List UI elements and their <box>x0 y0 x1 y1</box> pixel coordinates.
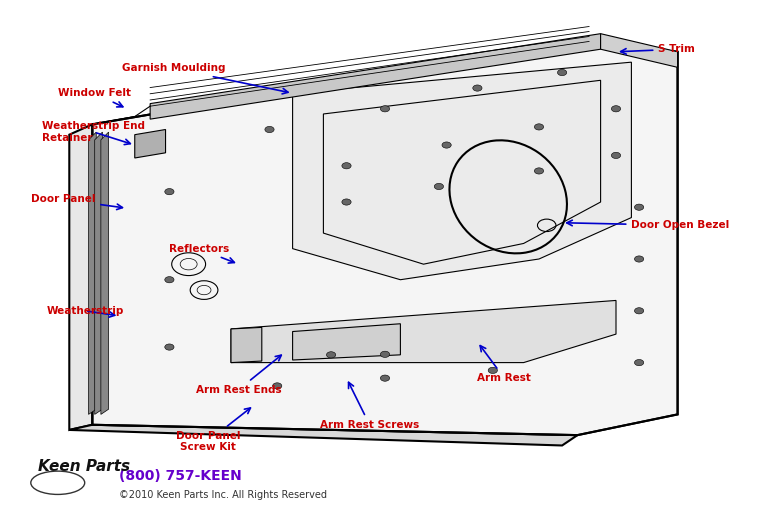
Circle shape <box>273 383 282 389</box>
Circle shape <box>380 375 390 381</box>
Text: Weatherstrip: Weatherstrip <box>46 306 123 317</box>
Circle shape <box>342 199 351 205</box>
Circle shape <box>611 106 621 112</box>
Text: Arm Rest: Arm Rest <box>477 346 531 383</box>
Text: Keen Parts: Keen Parts <box>38 459 131 473</box>
Text: Arm Rest Screws: Arm Rest Screws <box>320 382 419 430</box>
Text: Door Open Bezel: Door Open Bezel <box>567 220 730 231</box>
Polygon shape <box>150 34 601 119</box>
Circle shape <box>557 69 567 76</box>
Circle shape <box>442 142 451 148</box>
Circle shape <box>634 204 644 210</box>
Circle shape <box>165 277 174 283</box>
Text: ©2010 Keen Parts Inc. All Rights Reserved: ©2010 Keen Parts Inc. All Rights Reserve… <box>119 490 327 500</box>
Polygon shape <box>69 124 92 430</box>
Text: Garnish Moulding: Garnish Moulding <box>122 63 288 94</box>
Text: S Trim: S Trim <box>621 44 695 54</box>
Polygon shape <box>293 324 400 360</box>
Text: (800) 757-KEEN: (800) 757-KEEN <box>119 468 242 483</box>
Text: Door Panel
Screw Kit: Door Panel Screw Kit <box>176 408 250 452</box>
Circle shape <box>634 256 644 262</box>
Text: Weatherstrip End
Retainer: Weatherstrip End Retainer <box>42 121 146 145</box>
Polygon shape <box>92 41 678 435</box>
Circle shape <box>534 124 544 130</box>
Circle shape <box>434 183 444 190</box>
Circle shape <box>380 351 390 357</box>
Circle shape <box>634 359 644 366</box>
Circle shape <box>634 308 644 314</box>
Circle shape <box>488 367 497 373</box>
Text: Window Felt: Window Felt <box>58 88 131 107</box>
Polygon shape <box>231 300 616 363</box>
Circle shape <box>380 106 390 112</box>
Circle shape <box>265 126 274 133</box>
Polygon shape <box>89 132 96 414</box>
Polygon shape <box>95 132 102 414</box>
Circle shape <box>165 344 174 350</box>
Polygon shape <box>601 34 678 67</box>
Circle shape <box>165 189 174 195</box>
Text: Door Panel: Door Panel <box>31 194 122 210</box>
Text: Arm Rest Ends: Arm Rest Ends <box>196 355 282 395</box>
Polygon shape <box>101 132 109 414</box>
Circle shape <box>342 163 351 169</box>
Circle shape <box>326 352 336 358</box>
Circle shape <box>473 85 482 91</box>
Text: Reflectors: Reflectors <box>169 243 234 263</box>
Circle shape <box>611 152 621 159</box>
Polygon shape <box>293 62 631 280</box>
Polygon shape <box>69 425 578 445</box>
Circle shape <box>534 168 544 174</box>
Polygon shape <box>135 130 166 158</box>
Polygon shape <box>231 327 262 363</box>
